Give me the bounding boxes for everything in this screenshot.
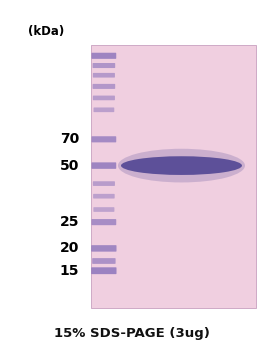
Ellipse shape [118,149,245,183]
Bar [91,45,256,308]
FancyBboxPatch shape [93,181,115,186]
FancyBboxPatch shape [93,207,114,212]
FancyBboxPatch shape [93,194,115,198]
Ellipse shape [121,156,242,175]
FancyBboxPatch shape [92,136,116,142]
FancyBboxPatch shape [92,53,116,59]
Text: 50: 50 [59,159,79,172]
Text: 25: 25 [59,215,79,229]
Text: 20: 20 [59,242,79,255]
Text: 15% SDS-PAGE (3ug): 15% SDS-PAGE (3ug) [54,327,209,340]
FancyBboxPatch shape [91,245,117,252]
FancyBboxPatch shape [93,95,115,100]
Text: 15: 15 [59,264,79,278]
FancyBboxPatch shape [94,107,114,112]
FancyBboxPatch shape [93,73,115,77]
FancyBboxPatch shape [92,258,116,264]
Text: 70: 70 [60,132,79,146]
FancyBboxPatch shape [91,267,117,274]
Text: (kDa): (kDa) [28,25,64,38]
FancyBboxPatch shape [92,219,116,225]
FancyBboxPatch shape [93,84,115,89]
FancyBboxPatch shape [93,63,115,68]
FancyBboxPatch shape [92,162,116,169]
